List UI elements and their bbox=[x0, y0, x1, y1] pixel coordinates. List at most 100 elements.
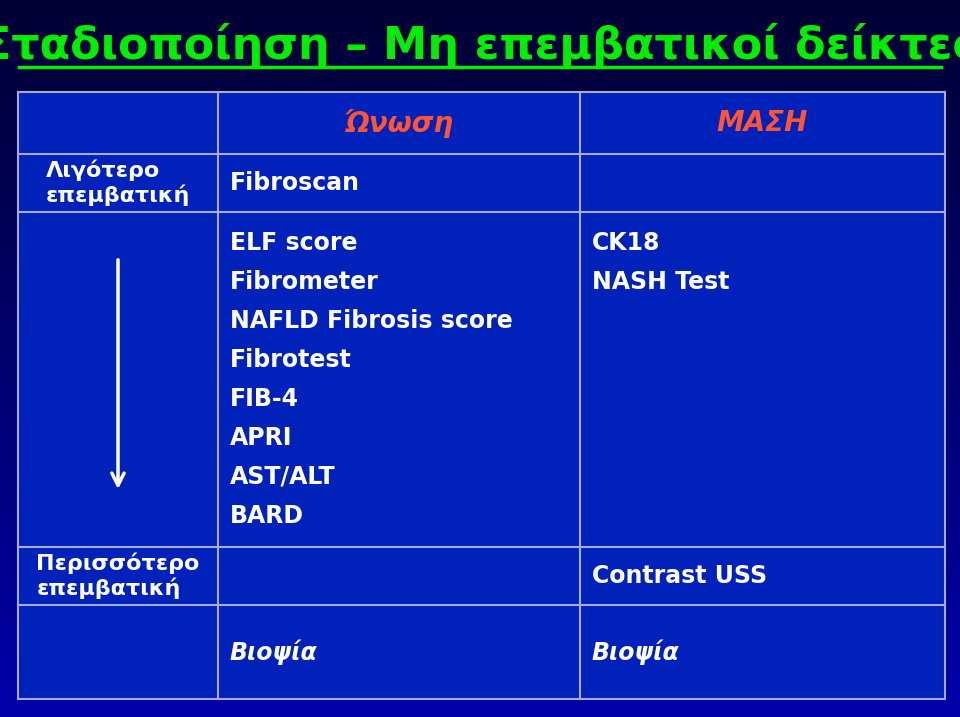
Bar bbox=[0, 613, 960, 617]
Bar bbox=[0, 323, 960, 326]
Bar bbox=[0, 11, 960, 14]
Bar bbox=[0, 394, 960, 398]
Bar bbox=[0, 186, 960, 190]
Bar bbox=[0, 337, 960, 341]
Bar bbox=[0, 111, 960, 115]
Bar bbox=[0, 341, 960, 344]
Bar bbox=[0, 226, 960, 229]
Bar bbox=[0, 681, 960, 685]
Bar bbox=[0, 387, 960, 391]
Bar bbox=[0, 706, 960, 710]
Bar bbox=[0, 434, 960, 437]
Bar bbox=[0, 523, 960, 527]
Bar bbox=[0, 652, 960, 656]
Bar bbox=[0, 620, 960, 624]
Bar bbox=[0, 366, 960, 369]
Bar bbox=[0, 513, 960, 516]
Bar bbox=[0, 430, 960, 434]
Text: NAFLD Fibrosis score: NAFLD Fibrosis score bbox=[230, 309, 513, 333]
Bar bbox=[0, 656, 960, 660]
Bar bbox=[0, 427, 960, 430]
Bar bbox=[0, 445, 960, 448]
Bar bbox=[0, 176, 960, 179]
Bar bbox=[0, 373, 960, 376]
Bar bbox=[0, 584, 960, 588]
Bar bbox=[0, 348, 960, 351]
Bar bbox=[0, 72, 960, 75]
Bar bbox=[0, 398, 960, 402]
Bar bbox=[0, 75, 960, 79]
Bar bbox=[0, 36, 960, 39]
Text: Βιοψία: Βιοψία bbox=[230, 640, 318, 665]
Bar bbox=[0, 663, 960, 667]
Bar bbox=[0, 269, 960, 272]
Bar bbox=[0, 617, 960, 620]
Bar bbox=[0, 240, 960, 244]
Bar bbox=[0, 201, 960, 204]
Bar bbox=[0, 90, 960, 93]
Bar bbox=[0, 351, 960, 355]
Bar bbox=[0, 39, 960, 43]
Bar bbox=[0, 473, 960, 477]
Bar bbox=[0, 495, 960, 498]
Bar bbox=[0, 462, 960, 466]
Bar bbox=[0, 534, 960, 538]
Text: FIB-4: FIB-4 bbox=[230, 387, 299, 411]
Bar bbox=[0, 133, 960, 136]
Bar bbox=[0, 237, 960, 240]
Text: Περισσότερο
επεμβατική: Περισσότερο επεμβατική bbox=[36, 553, 200, 599]
Bar bbox=[0, 549, 960, 552]
Bar bbox=[0, 505, 960, 509]
Bar bbox=[0, 405, 960, 409]
Bar bbox=[0, 635, 960, 638]
Bar bbox=[0, 215, 960, 219]
Text: CK18: CK18 bbox=[592, 232, 660, 255]
Bar bbox=[0, 541, 960, 545]
Bar bbox=[0, 423, 960, 427]
Bar bbox=[0, 54, 960, 57]
Text: Λιγότερο
επεμβατική: Λιγότερο επεμβατική bbox=[46, 160, 190, 206]
Text: Fibrotest: Fibrotest bbox=[230, 348, 351, 372]
Text: Fibroscan: Fibroscan bbox=[230, 171, 360, 195]
Bar bbox=[0, 470, 960, 473]
Bar bbox=[0, 319, 960, 323]
Bar bbox=[0, 65, 960, 68]
Bar bbox=[0, 627, 960, 631]
Bar bbox=[0, 649, 960, 652]
Bar bbox=[0, 384, 960, 387]
Bar bbox=[0, 315, 960, 319]
Bar bbox=[0, 710, 960, 713]
Bar bbox=[0, 0, 960, 4]
Bar bbox=[0, 391, 960, 394]
Bar bbox=[0, 29, 960, 32]
Bar bbox=[0, 183, 960, 186]
Bar bbox=[0, 208, 960, 212]
Bar bbox=[0, 631, 960, 635]
Bar bbox=[0, 369, 960, 373]
Bar bbox=[0, 577, 960, 581]
Bar bbox=[0, 545, 960, 549]
Bar bbox=[0, 104, 960, 108]
Bar bbox=[0, 509, 960, 513]
Bar bbox=[0, 136, 960, 140]
Bar bbox=[0, 484, 960, 488]
Bar bbox=[0, 212, 960, 215]
Bar bbox=[0, 222, 960, 226]
Bar bbox=[0, 233, 960, 237]
Bar bbox=[0, 670, 960, 674]
Bar bbox=[0, 158, 960, 161]
Bar bbox=[0, 294, 960, 298]
Bar bbox=[0, 14, 960, 18]
Bar bbox=[0, 68, 960, 72]
Bar bbox=[0, 645, 960, 649]
Bar bbox=[0, 86, 960, 90]
Bar bbox=[0, 491, 960, 495]
Bar bbox=[0, 416, 960, 419]
Bar bbox=[0, 498, 960, 502]
Bar bbox=[0, 32, 960, 36]
Bar bbox=[0, 219, 960, 222]
Bar bbox=[0, 566, 960, 570]
Bar bbox=[0, 592, 960, 595]
Bar bbox=[0, 100, 960, 104]
Bar bbox=[0, 448, 960, 452]
